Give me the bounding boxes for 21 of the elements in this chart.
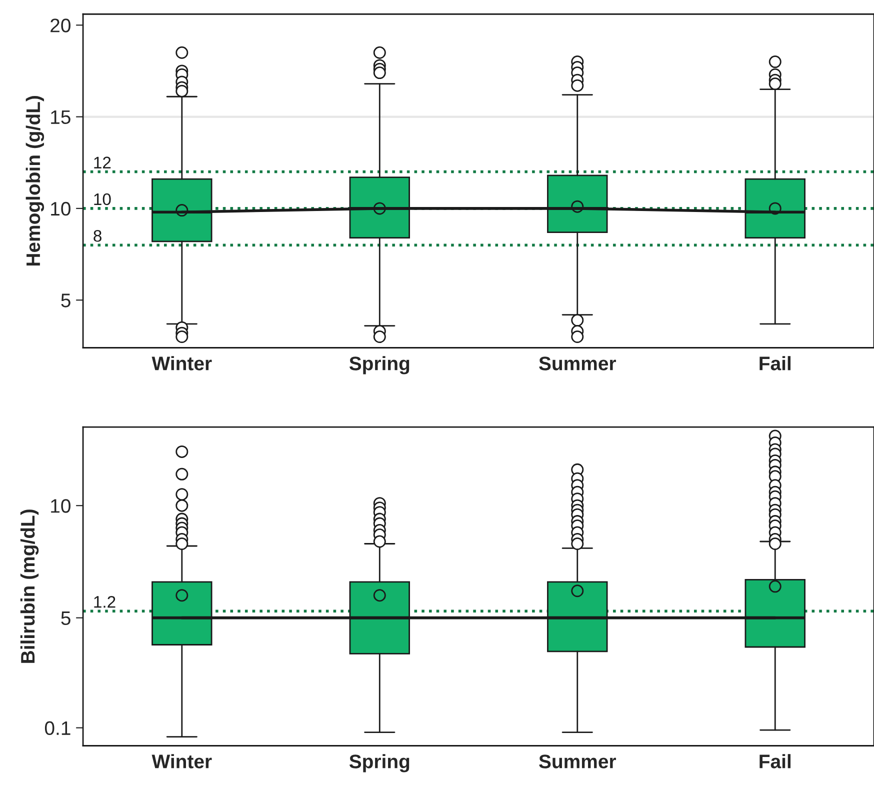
x-tick-label: Spring (349, 754, 410, 772)
x-tick-label: Fail (760, 356, 790, 370)
x-tick-label: Winter (152, 754, 212, 768)
y-tick-label: 5 (61, 294, 70, 308)
y-axis-title: Hemoglobin (g/dL) (26, 96, 44, 266)
y-tick-label: 10 (51, 499, 70, 513)
ref-line-label: 10 (94, 193, 111, 206)
y-tick-label: 20 (50, 18, 70, 32)
y-tick-label: 10 (51, 202, 70, 216)
y-tick-label: 5 (61, 611, 70, 626)
x-tick-label: Fail (760, 754, 790, 768)
y-tick-label: 0.1 (44, 721, 70, 736)
y-axis-title: Bilirubin (mg/dL) (20, 510, 39, 663)
annotation: 1.2 (94, 596, 116, 608)
x-tick-label: Summer (539, 356, 616, 370)
ref-line-label: 8 (94, 230, 102, 242)
x-tick-label: Winter (152, 356, 212, 370)
x-tick-label: Summer (539, 754, 616, 768)
x-tick-label: Spring (349, 356, 410, 374)
ref-line-label: 12 (94, 156, 111, 168)
y-tick-label: 15 (51, 110, 70, 124)
